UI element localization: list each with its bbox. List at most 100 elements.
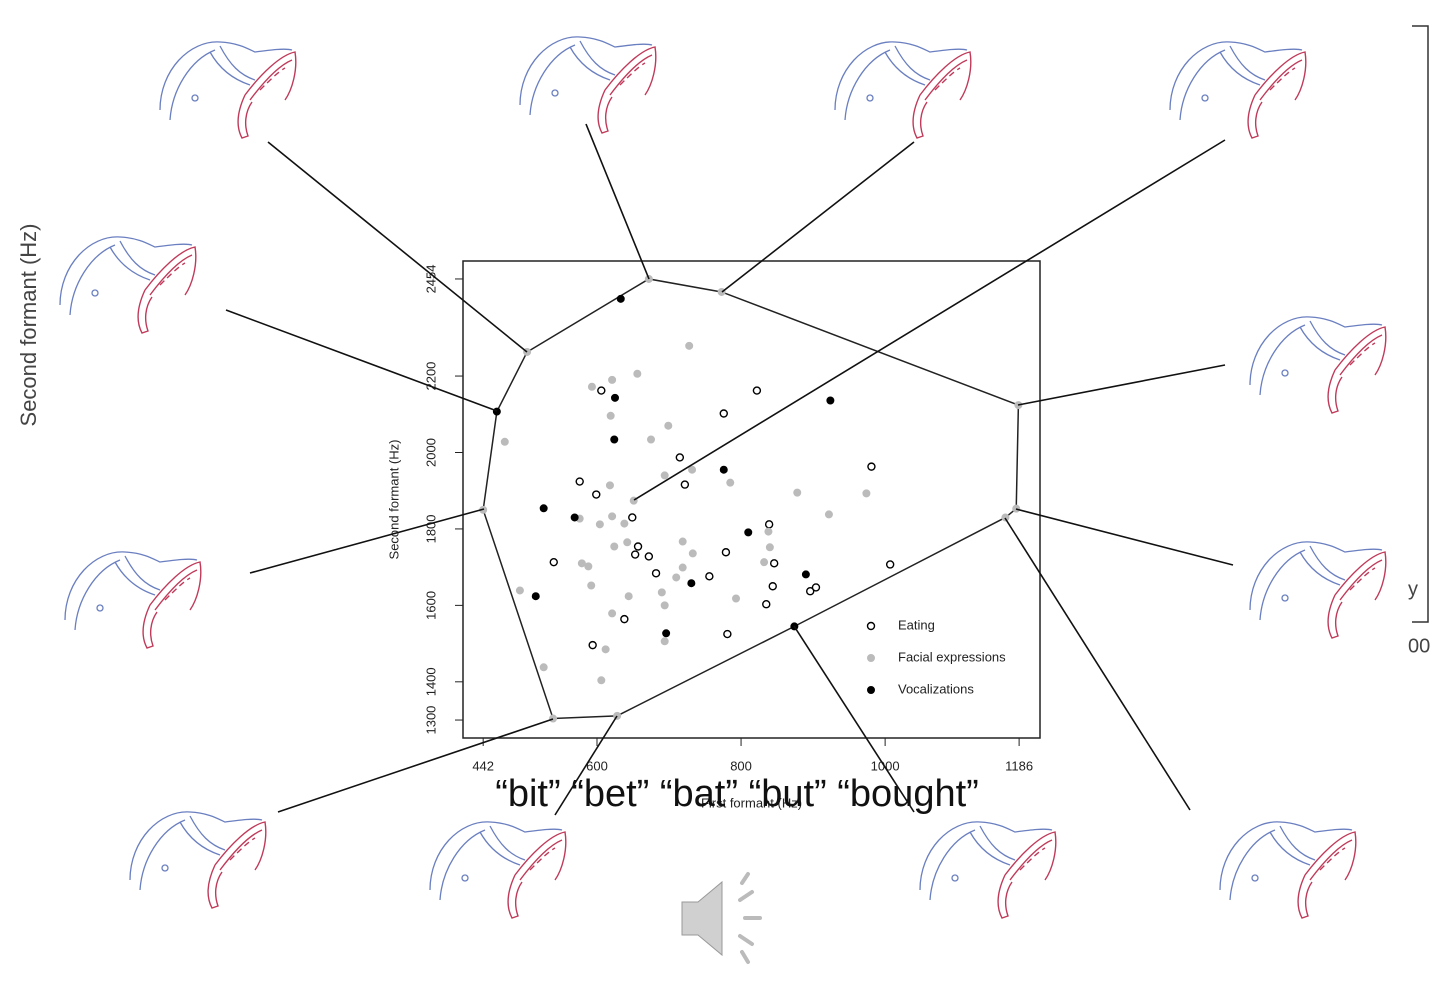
speaker-icon[interactable] xyxy=(682,874,760,962)
point xyxy=(681,481,688,488)
point xyxy=(635,543,642,550)
point xyxy=(722,549,729,556)
point xyxy=(724,631,731,638)
point xyxy=(868,463,875,470)
point xyxy=(686,342,693,349)
y-tick-label: 1400 xyxy=(423,667,438,696)
point xyxy=(663,630,670,637)
point xyxy=(634,370,641,377)
x-tick-label: 442 xyxy=(472,758,494,773)
point xyxy=(727,479,734,486)
plot-frame xyxy=(463,261,1040,738)
point xyxy=(611,543,618,550)
point xyxy=(658,589,665,596)
point xyxy=(550,559,557,566)
point xyxy=(745,529,752,536)
y-tick-label: 1800 xyxy=(423,514,438,543)
point xyxy=(540,505,547,512)
y-axis-label: Second formant (Hz) xyxy=(386,440,401,560)
point xyxy=(607,412,614,419)
point xyxy=(812,584,819,591)
point xyxy=(609,513,616,520)
point xyxy=(588,383,595,390)
point xyxy=(676,454,683,461)
legend-label: Eating xyxy=(898,617,935,632)
point xyxy=(598,677,605,684)
point xyxy=(753,387,760,394)
point xyxy=(550,715,557,722)
point xyxy=(802,571,809,578)
point xyxy=(887,561,894,568)
point xyxy=(665,422,672,429)
legend-marker xyxy=(868,623,875,630)
point xyxy=(578,560,585,567)
point xyxy=(621,520,628,527)
point xyxy=(761,559,768,566)
fragment: 00 xyxy=(1408,635,1430,657)
point xyxy=(766,521,773,528)
point xyxy=(606,482,613,489)
point xyxy=(501,438,508,445)
page: Second formant (Hz) y 00 442600800100011… xyxy=(0,0,1442,986)
y-tick-label: 1600 xyxy=(423,591,438,620)
point xyxy=(629,514,636,521)
point xyxy=(863,490,870,497)
point xyxy=(679,564,686,571)
x-tick-label: 1186 xyxy=(1005,758,1033,773)
point xyxy=(825,511,832,518)
point xyxy=(794,489,801,496)
point xyxy=(598,387,605,394)
point xyxy=(766,544,773,551)
point xyxy=(720,466,727,473)
point xyxy=(827,397,834,404)
point xyxy=(540,664,547,671)
point xyxy=(571,514,578,521)
point xyxy=(602,646,609,653)
point xyxy=(645,553,652,560)
point xyxy=(689,550,696,557)
slide: Second formant (Hz) y 00 442600800100011… xyxy=(0,0,1442,981)
point xyxy=(661,472,668,479)
fragment: y xyxy=(1408,578,1418,600)
point xyxy=(706,573,713,580)
point xyxy=(516,587,523,594)
point xyxy=(648,436,655,443)
point xyxy=(611,436,618,443)
x-tick-label: 800 xyxy=(730,758,752,773)
point xyxy=(617,295,624,302)
point xyxy=(763,601,770,608)
point xyxy=(532,593,539,600)
point xyxy=(493,408,500,415)
point xyxy=(771,560,778,567)
point xyxy=(609,610,616,617)
point xyxy=(596,521,603,528)
point xyxy=(609,376,616,383)
point xyxy=(661,638,668,645)
background-label: Second formant (Hz) xyxy=(16,224,41,427)
point xyxy=(588,582,595,589)
legend-marker xyxy=(868,655,875,662)
point xyxy=(661,602,668,609)
point xyxy=(621,616,628,623)
point xyxy=(769,583,776,590)
point xyxy=(625,593,632,600)
point xyxy=(632,551,639,558)
bracket xyxy=(1412,26,1428,622)
y-tick-label: 1300 xyxy=(423,706,438,735)
legend-label: Facial expressions xyxy=(898,649,1006,664)
legend-marker xyxy=(868,687,875,694)
point xyxy=(733,595,740,602)
point xyxy=(720,410,727,417)
point xyxy=(653,570,660,577)
point xyxy=(624,539,631,546)
point xyxy=(689,466,696,473)
legend-label: Vocalizations xyxy=(898,681,974,696)
y-tick-label: 2000 xyxy=(423,438,438,467)
point xyxy=(576,478,583,485)
point xyxy=(765,528,772,535)
word-labels: “bit” “bet” “bat” “but” “bought” xyxy=(495,773,979,815)
point xyxy=(585,563,592,570)
point xyxy=(611,394,618,401)
point xyxy=(679,538,686,545)
point xyxy=(593,491,600,498)
